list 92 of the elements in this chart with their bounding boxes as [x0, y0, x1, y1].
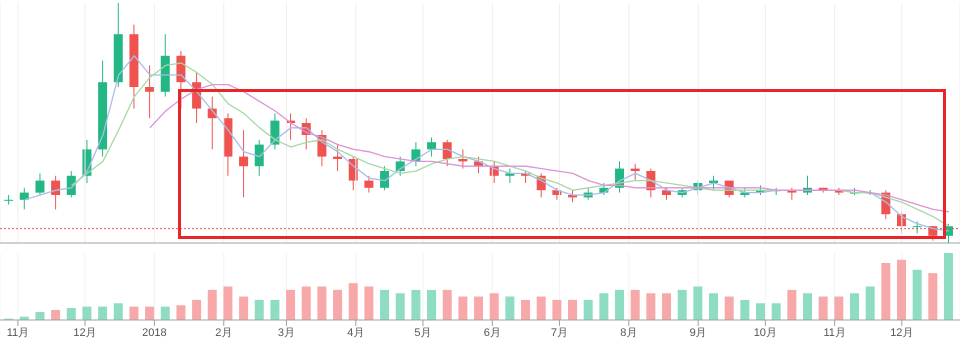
bar — [662, 293, 672, 320]
bar — [599, 293, 608, 320]
bar — [160, 306, 170, 320]
bar — [458, 296, 468, 320]
bar — [254, 300, 264, 320]
x-tick-label: 4月 — [347, 326, 364, 339]
x-tick-label: 7月 — [550, 326, 568, 339]
bar — [584, 300, 593, 320]
bar — [693, 286, 702, 320]
candlestick — [505, 168, 514, 184]
bar — [208, 290, 217, 320]
candlestick — [427, 136, 436, 158]
candlestick — [4, 194, 14, 206]
bar — [145, 306, 154, 320]
x-tick-label: 3月 — [278, 326, 295, 339]
candlestick — [630, 163, 640, 182]
x-tick-label: 8月 — [620, 326, 638, 339]
bar — [724, 296, 734, 320]
candlestick — [145, 64, 154, 119]
candlestick — [333, 144, 342, 172]
candlestick — [380, 166, 390, 191]
bar — [114, 303, 123, 320]
candlestick — [662, 187, 672, 200]
bar — [442, 290, 452, 320]
bar — [912, 270, 922, 320]
bar — [66, 308, 76, 320]
bar — [239, 296, 248, 320]
bar — [772, 303, 781, 320]
bar — [678, 290, 687, 320]
bar — [176, 305, 186, 320]
bar — [490, 293, 499, 320]
x-tick-label: 12月 — [890, 326, 914, 339]
x-tick-label: 5月 — [414, 326, 432, 339]
bar — [98, 306, 108, 320]
candlestick — [20, 187, 29, 210]
candlestick — [568, 190, 578, 203]
bar — [82, 306, 92, 320]
x-tick-label: 11月 — [823, 326, 846, 339]
x-tick-label: 12月 — [73, 326, 97, 339]
bar — [646, 293, 656, 320]
bar — [630, 290, 640, 320]
candlestick — [35, 172, 44, 196]
bar — [364, 286, 374, 320]
bar — [866, 286, 875, 320]
bar — [317, 286, 326, 320]
x-tick-label: 10月 — [754, 326, 777, 339]
candlestick — [442, 139, 452, 167]
candlestick — [239, 130, 248, 198]
candlestick — [254, 139, 264, 176]
bar — [709, 293, 718, 320]
candlestick — [709, 175, 718, 191]
bar — [756, 303, 766, 320]
x-tick-label: 2018 — [142, 326, 167, 339]
bar — [505, 296, 514, 320]
bar — [787, 290, 796, 320]
bar — [302, 286, 311, 320]
bar — [129, 306, 138, 320]
bar — [51, 310, 60, 320]
bar — [521, 300, 530, 320]
bar — [380, 290, 390, 320]
bar — [944, 253, 953, 320]
bar — [536, 296, 546, 320]
bar — [928, 273, 938, 320]
bar — [568, 300, 578, 320]
bar — [192, 300, 202, 320]
bar — [223, 286, 232, 320]
bar — [396, 293, 405, 320]
candlestick — [51, 175, 60, 210]
bar — [834, 296, 844, 320]
bar — [615, 290, 624, 320]
candlestick — [458, 148, 468, 170]
x-tick-label: 6月 — [484, 326, 501, 339]
bar — [818, 296, 828, 320]
bar — [474, 296, 484, 320]
bar — [411, 290, 420, 320]
bar — [850, 293, 859, 320]
bar — [348, 283, 358, 320]
candlestick — [364, 175, 374, 194]
bar — [896, 260, 906, 320]
bar — [35, 312, 44, 320]
x-tick-label: 9月 — [690, 326, 707, 339]
candlestick — [912, 220, 922, 234]
bar — [286, 290, 296, 320]
bar — [881, 263, 890, 320]
bar — [270, 300, 280, 320]
bar — [740, 300, 750, 320]
bar — [333, 290, 342, 320]
bar — [427, 290, 436, 320]
bar — [803, 293, 812, 320]
x-tick-label: 2月 — [215, 326, 232, 339]
bar — [552, 300, 562, 320]
x-tick-label: 11月 — [6, 326, 30, 339]
